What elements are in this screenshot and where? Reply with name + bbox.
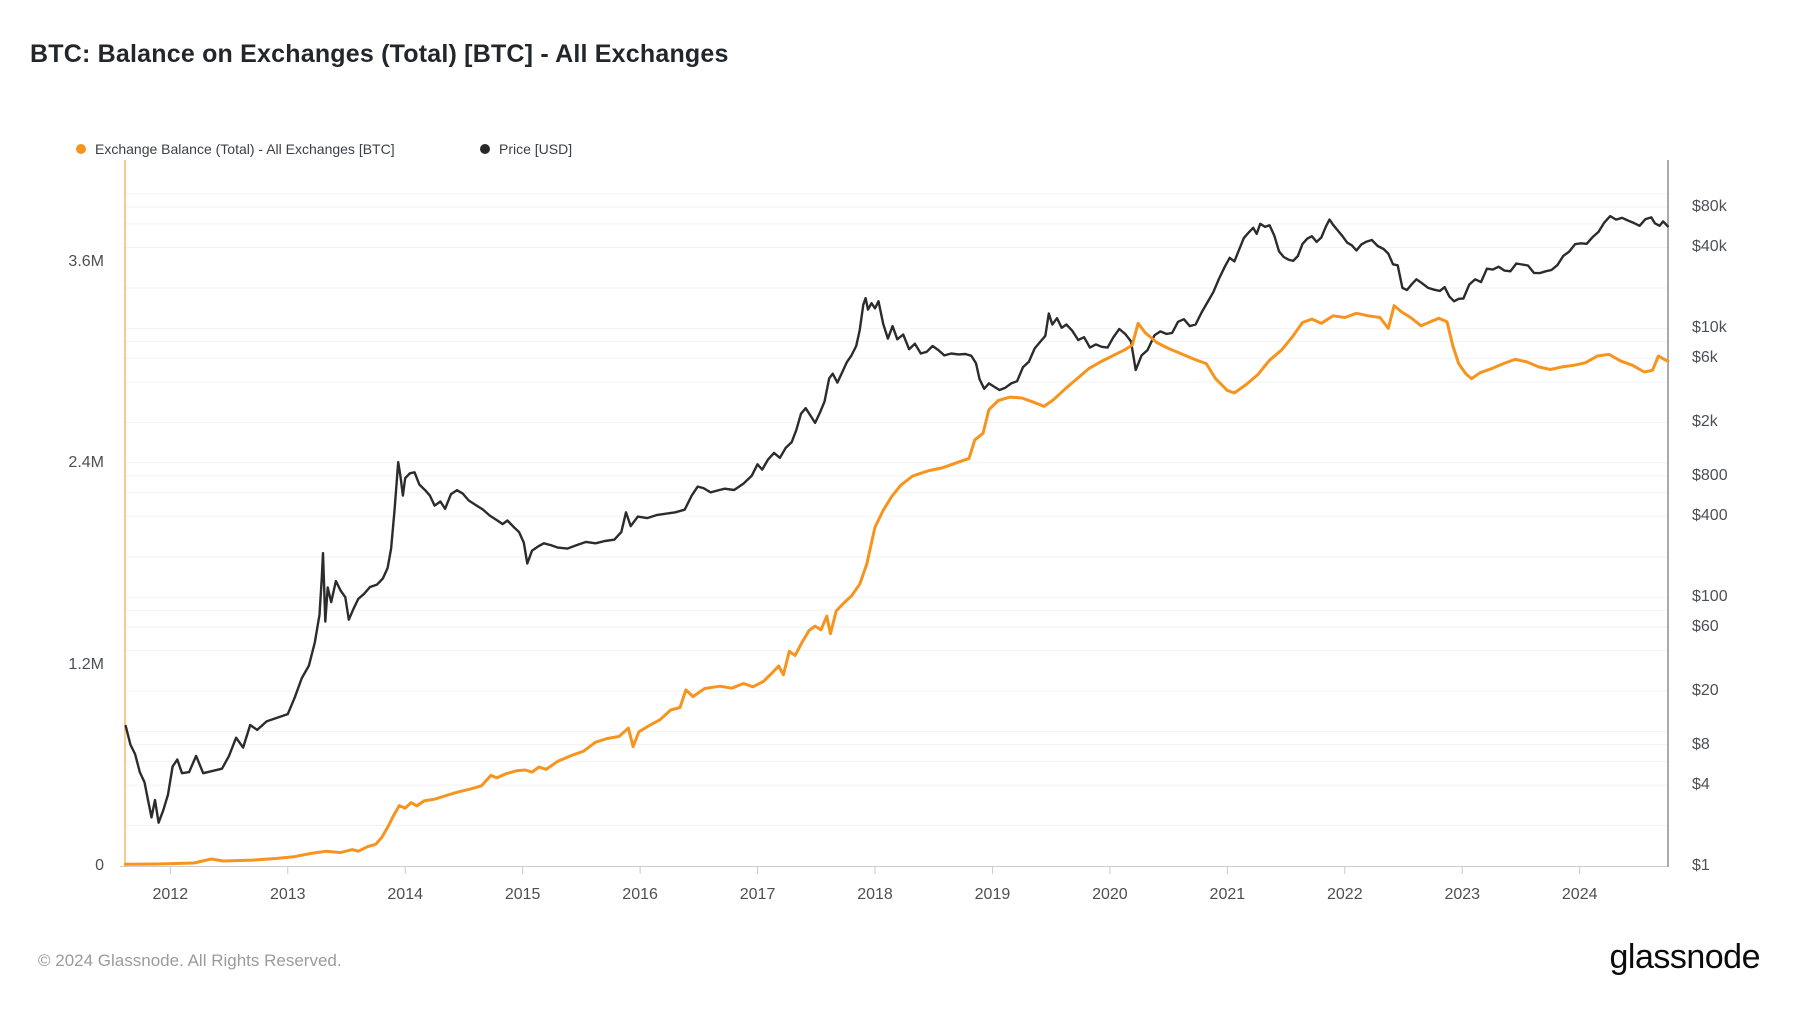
legend-item-price[interactable]: Price [USD] [480, 140, 572, 158]
y-axis-tick-label: 2.4M [68, 454, 104, 472]
y-axis-tick-label: 3.6M [68, 253, 104, 271]
x-axis-tick-label: 2013 [269, 886, 306, 903]
page-title: BTC: Balance on Exchanges (Total) [BTC] … [30, 40, 729, 68]
price-axis-tick-label: $60 [1692, 618, 1719, 636]
legend-label: Exchange Balance (Total) - All Exchanges… [95, 141, 395, 157]
y-axis-tick-label: 1.2M [68, 655, 104, 673]
x-axis-tick-label: 2024 [1561, 886, 1598, 903]
series-lines [124, 214, 1670, 866]
x-axis-tick-label: 2017 [739, 886, 776, 903]
price-axis-tick-label: $2k [1692, 413, 1718, 431]
x-axis-tick-label: 2019 [974, 886, 1011, 903]
legend-swatch-black-icon [480, 144, 490, 154]
x-axis-tick-label: 2021 [1209, 886, 1246, 903]
price-axis-tick-label: $20 [1692, 682, 1719, 700]
price-axis-tick-label: $8 [1692, 735, 1710, 753]
y-axis-tick-label: 0 [95, 857, 104, 874]
x-axis-tick-label: 2018 [857, 886, 893, 903]
x-axis-tick-label: 2012 [152, 886, 189, 903]
legend-swatch-orange-icon [76, 144, 86, 154]
x-axis-tick-label: 2022 [1327, 886, 1363, 903]
x-axis-tick-label: 2020 [1092, 886, 1128, 903]
price-axis-tick-label: $6k [1692, 349, 1718, 367]
price-axis-tick-label: $10k [1692, 319, 1727, 337]
copyright-text: © 2024 Glassnode. All Rights Reserved. [38, 951, 342, 970]
series-exchange-balance [124, 304, 1670, 866]
price-axis-tick-label: $4 [1692, 776, 1710, 794]
glassnode-logo: glassnode [1609, 938, 1760, 976]
legend-item-exchange-balance[interactable]: Exchange Balance (Total) - All Exchanges… [76, 140, 395, 158]
price-axis-tick-label: $400 [1692, 507, 1728, 525]
plot-borders [120, 160, 1669, 874]
gridlines [125, 193, 1668, 827]
price-axis-tick-label: $800 [1692, 466, 1728, 484]
price-axis-tick-label: $40k [1692, 238, 1727, 256]
x-axis-tick-label: 2014 [387, 886, 423, 903]
series-price [124, 214, 1670, 824]
price-axis-tick-label: $1 [1692, 857, 1710, 874]
price-axis-tick-label: $100 [1692, 588, 1728, 606]
x-axis-tick-label: 2023 [1444, 886, 1481, 903]
legend-label: Price [USD] [499, 141, 573, 157]
x-axis-tick-label: 2015 [504, 886, 541, 903]
price-axis-tick-label: $80k [1692, 198, 1727, 216]
x-axis-tick-label: 2016 [622, 886, 658, 903]
